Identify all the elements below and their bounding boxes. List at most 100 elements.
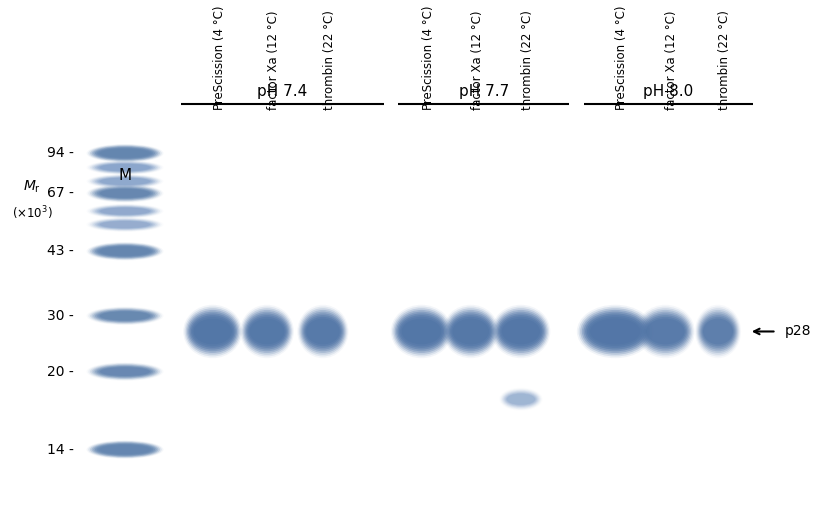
Ellipse shape — [95, 187, 155, 200]
Ellipse shape — [639, 310, 691, 353]
Ellipse shape — [577, 305, 654, 358]
Ellipse shape — [187, 310, 238, 353]
Ellipse shape — [246, 314, 288, 349]
Ellipse shape — [100, 247, 150, 256]
Ellipse shape — [90, 175, 160, 188]
Ellipse shape — [91, 162, 158, 174]
Ellipse shape — [88, 185, 162, 202]
Ellipse shape — [98, 207, 152, 215]
Ellipse shape — [86, 242, 163, 261]
Ellipse shape — [88, 204, 162, 218]
Ellipse shape — [95, 366, 155, 378]
Ellipse shape — [98, 177, 152, 185]
Ellipse shape — [95, 147, 155, 160]
Ellipse shape — [396, 311, 447, 352]
Ellipse shape — [93, 244, 157, 258]
Ellipse shape — [448, 314, 493, 349]
Ellipse shape — [502, 390, 540, 409]
Ellipse shape — [100, 367, 150, 376]
Ellipse shape — [95, 444, 155, 456]
Ellipse shape — [445, 308, 496, 355]
Ellipse shape — [298, 306, 348, 356]
Ellipse shape — [702, 317, 734, 346]
Ellipse shape — [91, 175, 158, 187]
Ellipse shape — [189, 314, 235, 349]
Ellipse shape — [91, 442, 158, 457]
Ellipse shape — [91, 186, 158, 201]
Ellipse shape — [447, 310, 495, 353]
Ellipse shape — [96, 366, 153, 377]
Ellipse shape — [397, 314, 446, 349]
Ellipse shape — [399, 315, 444, 348]
Ellipse shape — [503, 391, 539, 408]
Ellipse shape — [100, 445, 150, 454]
Text: 20 -: 20 - — [47, 365, 74, 379]
Ellipse shape — [90, 205, 160, 217]
Ellipse shape — [88, 174, 162, 188]
Ellipse shape — [90, 243, 160, 259]
Ellipse shape — [299, 308, 346, 355]
Ellipse shape — [392, 306, 451, 356]
Ellipse shape — [93, 365, 157, 379]
Ellipse shape — [88, 307, 162, 324]
Ellipse shape — [90, 441, 160, 458]
Ellipse shape — [93, 309, 157, 323]
Ellipse shape — [442, 305, 499, 358]
Ellipse shape — [395, 310, 448, 353]
Ellipse shape — [453, 319, 489, 344]
Ellipse shape — [98, 367, 152, 376]
Ellipse shape — [191, 315, 235, 348]
Ellipse shape — [90, 218, 160, 231]
Ellipse shape — [504, 392, 537, 406]
Ellipse shape — [244, 310, 291, 353]
Ellipse shape — [91, 308, 158, 323]
Ellipse shape — [100, 221, 150, 228]
Ellipse shape — [247, 315, 287, 348]
Ellipse shape — [302, 311, 344, 352]
Ellipse shape — [95, 309, 155, 322]
Text: factor Xa (12 °C): factor Xa (12 °C) — [665, 10, 679, 110]
Text: ($\times$10$^3$): ($\times$10$^3$) — [12, 204, 53, 222]
Ellipse shape — [98, 246, 152, 256]
Ellipse shape — [93, 176, 157, 187]
Text: factor Xa (12 °C): factor Xa (12 °C) — [471, 10, 484, 110]
Ellipse shape — [588, 317, 642, 346]
Text: 67 -: 67 - — [47, 186, 74, 200]
Ellipse shape — [504, 392, 538, 407]
Text: pH 8.0: pH 8.0 — [644, 84, 693, 99]
Ellipse shape — [98, 311, 152, 321]
Text: 94 -: 94 - — [47, 146, 74, 160]
Ellipse shape — [400, 317, 443, 346]
Ellipse shape — [88, 243, 162, 260]
Text: thrombin (22 °C): thrombin (22 °C) — [718, 10, 731, 110]
Ellipse shape — [506, 393, 536, 406]
Ellipse shape — [701, 315, 735, 348]
Ellipse shape — [304, 315, 342, 348]
Ellipse shape — [98, 148, 152, 158]
Ellipse shape — [91, 364, 158, 379]
Ellipse shape — [90, 308, 160, 324]
Ellipse shape — [96, 177, 153, 186]
Ellipse shape — [95, 219, 155, 229]
Ellipse shape — [502, 319, 541, 344]
Text: thrombin (22 °C): thrombin (22 °C) — [521, 10, 534, 110]
Ellipse shape — [90, 363, 160, 380]
Ellipse shape — [88, 161, 162, 174]
Text: pH 7.4: pH 7.4 — [257, 84, 308, 99]
Ellipse shape — [93, 206, 157, 217]
Ellipse shape — [699, 311, 737, 352]
Ellipse shape — [639, 308, 692, 355]
Ellipse shape — [498, 314, 544, 349]
Ellipse shape — [636, 305, 695, 358]
Ellipse shape — [700, 314, 736, 349]
Ellipse shape — [637, 306, 694, 356]
Ellipse shape — [646, 319, 685, 344]
Ellipse shape — [88, 441, 162, 458]
Ellipse shape — [93, 219, 157, 230]
Ellipse shape — [643, 314, 689, 349]
Ellipse shape — [641, 311, 690, 352]
Ellipse shape — [90, 185, 160, 201]
Text: pH 7.7: pH 7.7 — [458, 84, 509, 99]
Ellipse shape — [96, 245, 153, 257]
Ellipse shape — [450, 315, 492, 348]
